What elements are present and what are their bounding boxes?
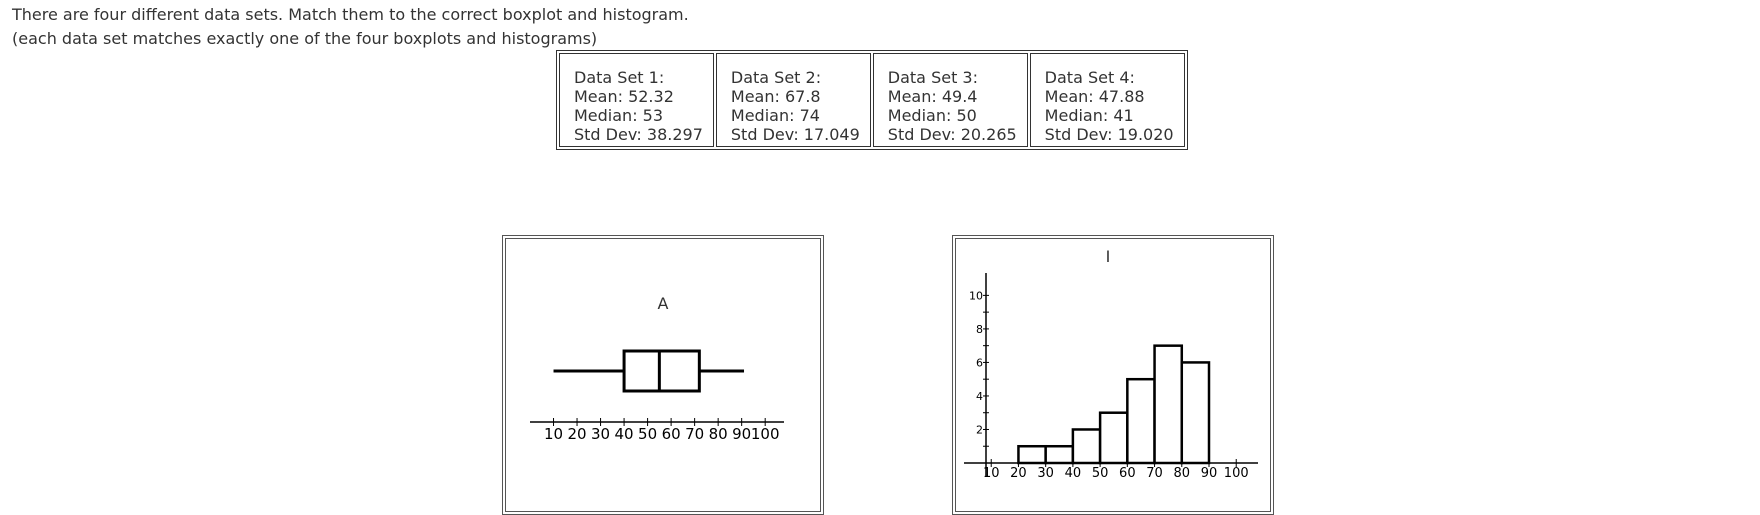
boxplot-x-tick-label: 100 [751,425,780,443]
data-set-2-median: Median: 74 [730,106,820,125]
boxplot-title: A [658,294,669,313]
histogram-bar [1044,444,1075,465]
histogram-y-tick-label: 2 [976,423,983,436]
histogram-x-tick-label: 100 [1224,466,1249,481]
boxplot-x-tick-label: 30 [591,425,610,443]
boxplot-x-tick-label: 20 [567,425,586,443]
histogram-bar [1017,444,1047,465]
boxplot-a-chart: A 10 20 30 40 50 60 70 80 90 100 [530,294,784,443]
histogram-x-tick-label: 80 [1174,466,1191,481]
histogram-title: I [1106,247,1111,266]
histogram-y-tick-label: 4 [976,390,983,403]
data-set-2-std: Std Dev: 17.049 [730,125,860,144]
boxplot-box [622,349,701,393]
histogram-bar [1180,361,1211,465]
data-set-1-std: Std Dev: 38.297 [574,125,703,144]
histogram-x-tick-label: 30 [1037,466,1054,481]
data-set-4-mean: Mean: 47.88 [1044,87,1145,106]
boxplot-x-tick-label: 10 [544,425,563,443]
data-set-3-name: Data Set 3: [887,68,978,87]
histogram-y-tick-label: 10 [969,289,983,302]
data-set-2-cell: Data Set 2: Mean: 67.8 Median: 74 Std De… [715,53,871,147]
histogram-x-tick-label: 10 [983,466,1000,481]
histogram-i-panel: I 10 20 30 40 50 60 70 80 90 100 2 4 6 8 10 [955,238,1271,512]
boxplot-x-tick-label: 50 [638,425,657,443]
data-set-1-median: Median: 53 [574,106,664,125]
histogram-y-tick-label: 6 [976,356,983,369]
data-set-3-median: Median: 50 [887,106,977,125]
histogram-x-tick-label: 50 [1092,466,1109,481]
data-sets-table: Data Set 1: Mean: 52.32 Median: 53 Std D… [556,50,1188,150]
boxplot-x-tick-label: 90 [732,425,751,443]
histogram-x-tick-label: 70 [1146,466,1163,481]
data-set-4-cell: Data Set 4: Mean: 47.88 Median: 41 Std D… [1029,53,1185,147]
histogram-x-tick-label: 20 [1010,466,1027,481]
boxplot-a-panel: A 10 20 30 40 50 60 70 80 90 100 [505,238,821,512]
histogram-i-chart: I 10 20 30 40 50 60 70 80 90 100 2 4 6 8 10 [964,247,1258,481]
data-set-4-median: Median: 41 [1044,106,1134,125]
histogram-x-tick-label: 60 [1119,466,1136,481]
histogram-x-tick-label: 40 [1065,466,1082,481]
histogram-bar [1098,411,1129,465]
instructions-line-2: (each data set matches exactly one of th… [12,29,598,48]
histogram-y-tick-label: 8 [976,323,983,336]
data-set-2-name: Data Set 2: [730,68,822,87]
histogram-bar [1126,377,1156,465]
data-set-4-std: Std Dev: 19.020 [1044,125,1174,144]
histogram-x-tick-label: 90 [1201,466,1218,481]
data-set-1-mean: Mean: 52.32 [574,87,674,106]
boxplot-x-tick-label: 40 [615,425,634,443]
instructions-line-1: There are four different data sets. Matc… [12,5,689,24]
boxplot-x-tick-label: 60 [662,425,681,443]
instructions: There are four different data sets. Matc… [12,3,689,51]
data-set-1-cell: Data Set 1: Mean: 52.32 Median: 53 Std D… [559,53,714,147]
histogram-bar [1153,344,1184,465]
data-set-3-mean: Mean: 49.4 [887,87,978,106]
histogram-bar [1071,428,1102,465]
data-set-2-mean: Mean: 67.8 [730,87,821,106]
histogram-i-frame: I 10 20 30 40 50 60 70 80 90 100 2 4 6 8 10 [952,235,1274,515]
boxplot-a-frame: A 10 20 30 40 50 60 70 80 90 100 [502,235,824,515]
data-set-3-cell: Data Set 3: Mean: 49.4 Median: 50 Std De… [872,53,1028,147]
data-set-3-std: Std Dev: 20.265 [887,125,1017,144]
data-set-1-name: Data Set 1: [574,68,665,87]
boxplot-x-tick-label: 70 [685,425,704,443]
data-sets-row: Data Set 1: Mean: 52.32 Median: 53 Std D… [559,53,1185,147]
data-set-4-name: Data Set 4: [1044,68,1135,87]
boxplot-x-tick-label: 80 [709,425,728,443]
